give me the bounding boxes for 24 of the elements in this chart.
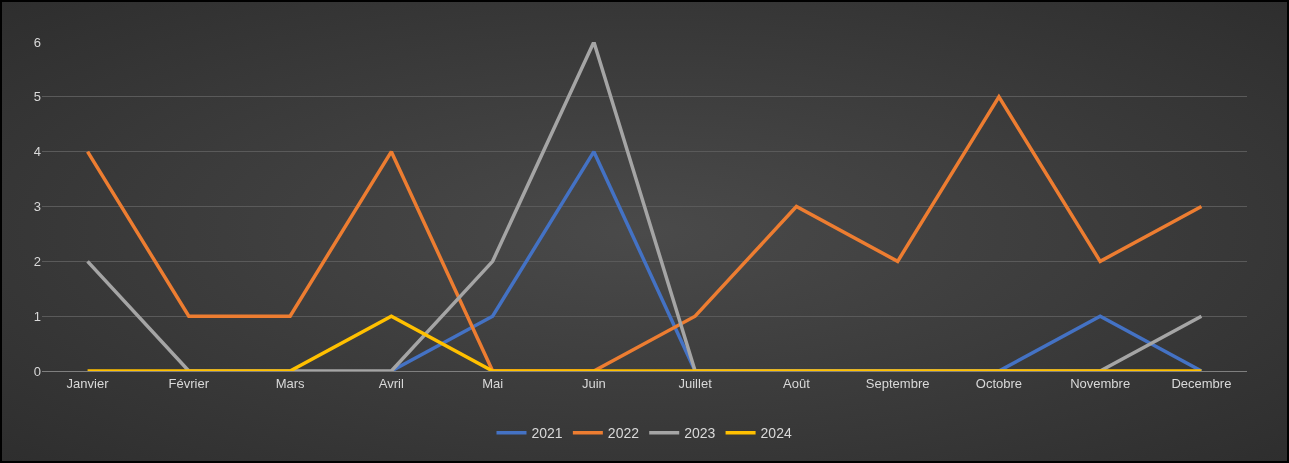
x-tick-label: Avril [378, 375, 404, 391]
line-series [85, 95, 1204, 371]
x-tick-label: Juillet [678, 375, 713, 391]
legend-label: 2021 [531, 425, 563, 442]
x-tick-label: Janvier [66, 375, 110, 391]
x-tick-label: Decembre [1171, 375, 1232, 391]
y-tick-label: 1 [33, 308, 41, 324]
x-tick-label: Février [168, 375, 210, 391]
y-tick-label: 2 [33, 253, 41, 269]
x-tick-label: Mars [275, 375, 306, 391]
legend-label: 2023 [684, 425, 716, 442]
legend-label: 2022 [607, 425, 640, 442]
y-tick-label: 0 [33, 363, 41, 379]
x-tick-label: Octobre [975, 375, 1023, 391]
x-tick-label: Septembre [865, 375, 930, 391]
y-tick-label: 5 [33, 89, 41, 105]
x-tick-label: Août [783, 375, 811, 391]
y-tick-label: 3 [33, 199, 41, 215]
legend-label: 2024 [760, 425, 792, 442]
y-tick-label: 4 [33, 144, 41, 160]
y-tick-label: 6 [33, 34, 41, 50]
x-tick-label: Juin [581, 375, 606, 391]
x-tick-label: Mai [482, 375, 504, 391]
x-tick-label: Novembre [1070, 375, 1131, 391]
